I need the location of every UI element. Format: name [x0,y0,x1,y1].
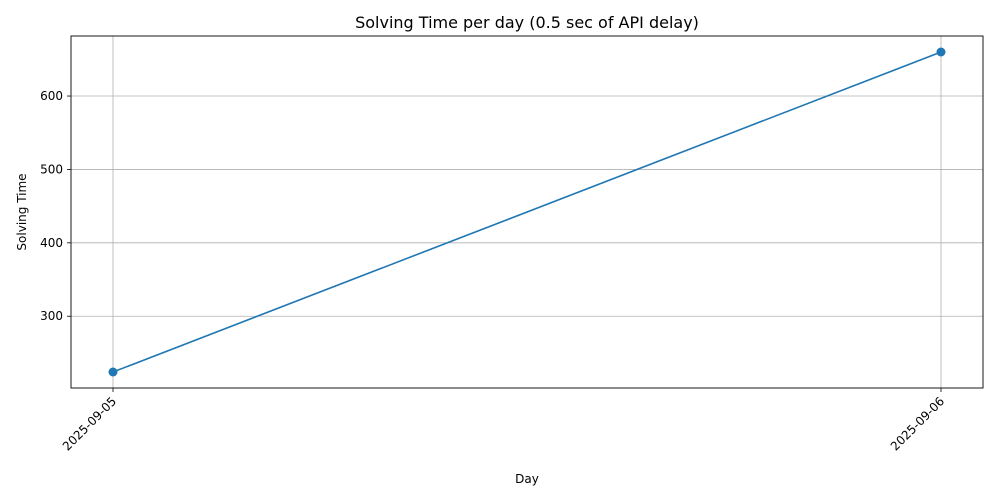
ticks-layer: 300 400 500 600 2025-09-05 2025-09-06 [40,89,947,453]
series-line [112,51,942,373]
y-tick-label: 500 [40,162,63,176]
series-layer [108,47,946,377]
data-point [936,47,946,57]
y-axis-label: Solving Time [15,173,29,250]
grid-layer [71,36,983,388]
axes-layer [70,35,984,389]
x-tick-label: 2025-09-06 [888,394,947,453]
y-tick-label: 600 [40,89,63,103]
chart-title: Solving Time per day (0.5 sec of API del… [355,13,699,32]
y-tick-label: 300 [40,309,63,323]
x-axis-label: Day [515,472,539,486]
x-tick-label: 2025-09-05 [60,394,119,453]
data-point [108,367,118,377]
y-tick-label: 400 [40,236,63,250]
plot-frame [70,35,984,389]
